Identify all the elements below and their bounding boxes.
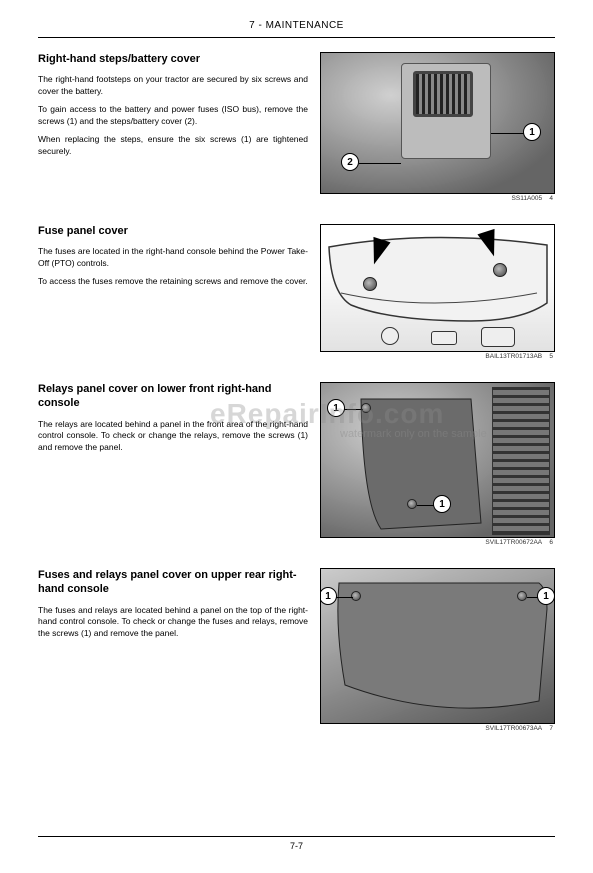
section-title: Fuses and relays panel cover on upper re…	[38, 568, 308, 597]
knob-icon	[381, 327, 399, 345]
leader-line	[359, 163, 401, 164]
paragraph: The fuses are located in the right-hand …	[38, 246, 308, 269]
figure-caption-num: 7	[549, 725, 553, 732]
text-column: Fuse panel cover The fuses are located i…	[38, 224, 308, 295]
control-icon	[431, 331, 457, 345]
leader-line	[335, 597, 353, 598]
figure-caption-num: 5	[549, 353, 553, 360]
battery-grille	[413, 71, 473, 117]
page-number: 7-7	[290, 841, 303, 851]
figure-caption-code: BAIL13TR01713AB	[485, 353, 542, 360]
figure-column: 1 1 SVIL17TR00672AA 6	[320, 382, 555, 546]
figure-column: 1 1 SVIL17TR00673AA 7	[320, 568, 555, 732]
text-column: Relays panel cover on lower front right-…	[38, 382, 308, 460]
figure-caption: SS11A005 4	[320, 195, 555, 202]
figure-relays-lower: 1 1	[320, 382, 555, 538]
text-column: Right-hand steps/battery cover The right…	[38, 52, 308, 164]
section-title: Right-hand steps/battery cover	[38, 52, 308, 66]
paragraph: The right-hand footsteps on your tractor…	[38, 74, 308, 97]
screw-icon	[363, 277, 377, 291]
figure-caption-code: SS11A005	[512, 195, 543, 202]
section-title: Fuse panel cover	[38, 224, 308, 238]
callout-1: 1	[327, 399, 345, 417]
page-footer: 7-7	[38, 836, 555, 851]
figure-relays-upper: 1 1	[320, 568, 555, 724]
figure-column: 1 2 SS11A005 4	[320, 52, 555, 202]
page: 7 - MAINTENANCE Right-hand steps/battery…	[0, 0, 593, 732]
screw-icon	[361, 403, 371, 413]
callout-2: 2	[341, 153, 359, 171]
figure-battery-cover: 1 2	[320, 52, 555, 194]
control-icon	[481, 327, 515, 347]
figure-caption: SVIL17TR00672AA 6	[320, 539, 555, 546]
paragraph: The fuses and relays are located behind …	[38, 605, 308, 639]
figure-column: BAIL13TR01713AB 5	[320, 224, 555, 360]
figure-caption-code: SVIL17TR00673AA	[485, 725, 542, 732]
screw-icon	[351, 591, 361, 601]
section-relays-lower: Relays panel cover on lower front right-…	[38, 382, 555, 546]
section-fuse-panel: Fuse panel cover The fuses are located i…	[38, 224, 555, 360]
figure-fuse-panel	[320, 224, 555, 352]
section-battery-cover: Right-hand steps/battery cover The right…	[38, 52, 555, 202]
callout-1: 1	[523, 123, 541, 141]
figure-caption-num: 6	[549, 539, 553, 546]
section-relays-upper: Fuses and relays panel cover on upper re…	[38, 568, 555, 732]
figure-caption-code: SVIL17TR00672AA	[485, 539, 542, 546]
paragraph: When replacing the steps, ensure the six…	[38, 134, 308, 157]
chapter-header: 7 - MAINTENANCE	[38, 20, 555, 38]
figure-caption-num: 4	[549, 195, 553, 202]
paragraph: The relays are located behind a panel in…	[38, 419, 308, 453]
paragraph: To gain access to the battery and power …	[38, 104, 308, 127]
callout-1: 1	[433, 495, 451, 513]
leader-line	[491, 133, 526, 134]
screw-icon	[517, 591, 527, 601]
figure-caption: BAIL13TR01713AB 5	[320, 353, 555, 360]
leader-line	[343, 409, 363, 410]
vent-icon	[492, 387, 550, 535]
text-column: Fuses and relays panel cover on upper re…	[38, 568, 308, 646]
callout-1: 1	[537, 587, 555, 605]
section-title: Relays panel cover on lower front right-…	[38, 382, 308, 411]
screw-icon	[407, 499, 417, 509]
screw-icon	[493, 263, 507, 277]
paragraph: To access the fuses remove the retaining…	[38, 276, 308, 287]
figure-caption: SVIL17TR00673AA 7	[320, 725, 555, 732]
